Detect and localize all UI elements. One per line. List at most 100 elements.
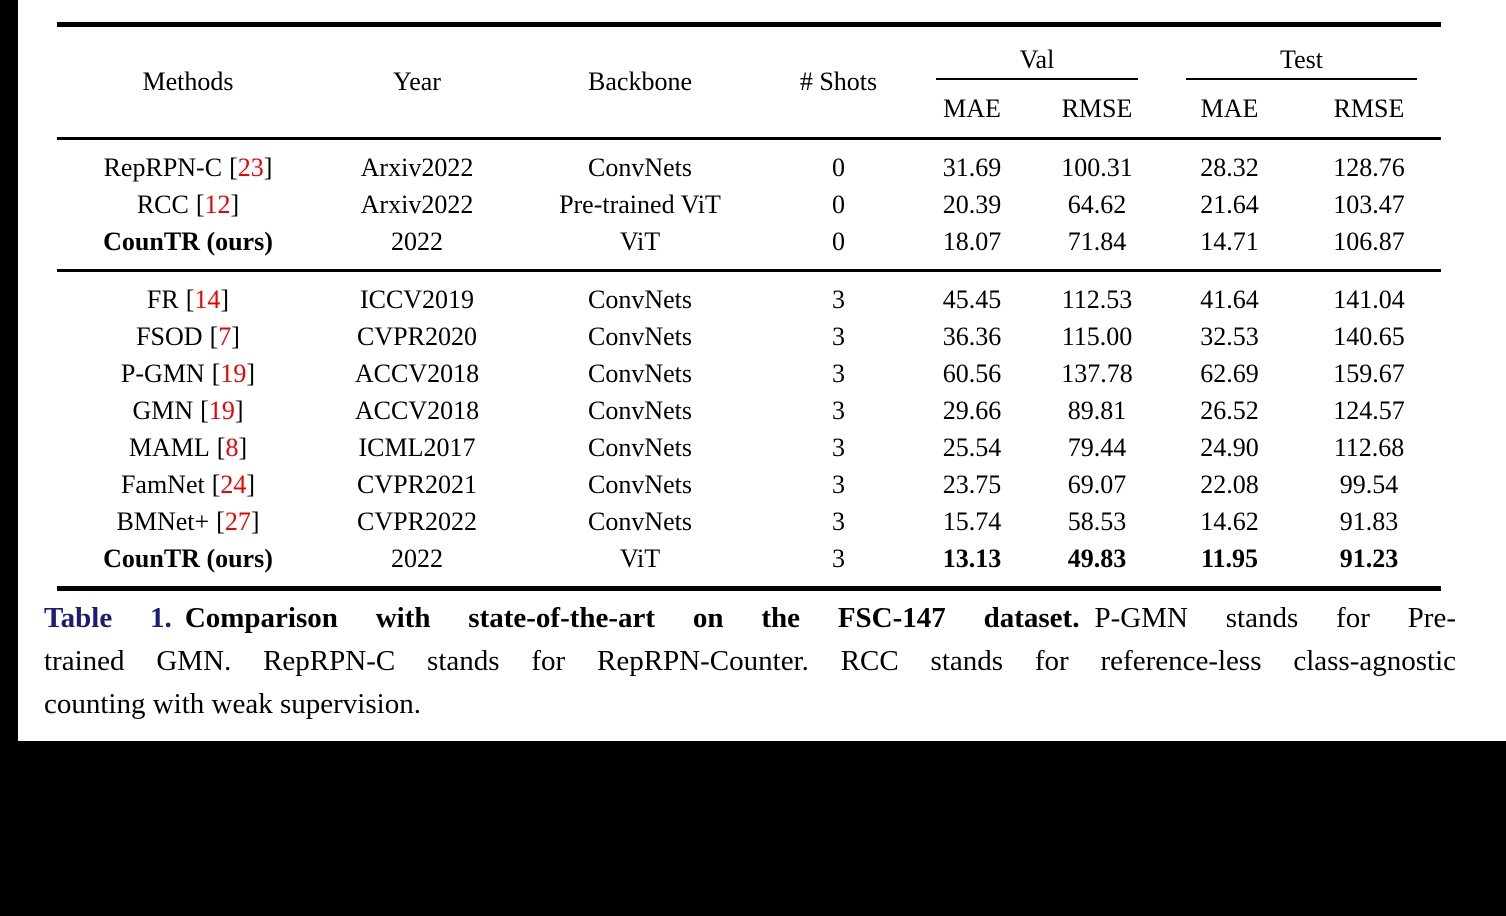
method-cell: FR [14] (57, 271, 319, 319)
citation-bracket-close: ] (230, 189, 240, 219)
backbone-cell: Pre-trained ViT (559, 189, 721, 219)
val-rmse-cell: 69.07 (1067, 469, 1127, 499)
shots-cell: 3 (832, 432, 845, 462)
citation-link[interactable]: 27 (224, 506, 251, 536)
backbone-cell: ConvNets (588, 321, 692, 351)
method-name: RepRPN-C (103, 152, 223, 182)
test-rmse-cell: 99.54 (1339, 469, 1399, 499)
backbone-cell: ConvNets (588, 506, 692, 536)
backbone-cell: ConvNets (588, 358, 692, 388)
citation-bracket-close: ] (231, 321, 240, 351)
citation-bracket-close: ] (220, 284, 230, 314)
val-rmse-cell: 64.62 (1067, 189, 1127, 219)
val-mae-cell: 13.13 (942, 543, 1002, 573)
table-row: BMNet+ [27] CVPR2022 ConvNets 3 15.74 58.53 14.… (57, 503, 1441, 540)
year-cell: ICCV2019 (359, 284, 475, 314)
method-name: GMN (132, 395, 194, 425)
test-mae-cell: 14.62 (1200, 506, 1259, 536)
year-cell: ACCV2018 (354, 358, 480, 388)
test-cmidrule (1186, 78, 1417, 80)
year-cell: 2022 (391, 226, 443, 256)
year-cell: ACCV2018 (354, 395, 480, 425)
shots-cell: 3 (832, 543, 845, 573)
citation-link[interactable]: 8 (225, 432, 239, 462)
col-header-methods: Methods (142, 67, 234, 96)
test-mae-cell: 21.64 (1200, 189, 1259, 219)
citation-bracket-open: [ (211, 358, 221, 388)
year-cell: 2022 (391, 543, 443, 573)
method-name: FamNet (120, 469, 205, 499)
test-mae-cell: 28.32 (1200, 152, 1259, 182)
val-mae-cell: 60.56 (942, 358, 1002, 388)
test-mae-cell: 62.69 (1200, 358, 1259, 388)
method-name: FR (146, 284, 179, 314)
citation-link[interactable]: 14 (194, 284, 221, 314)
shots-cell: 3 (832, 469, 845, 499)
method-cell: RepRPN-C [23] (57, 139, 319, 187)
test-mae-cell: 41.64 (1200, 284, 1259, 314)
col-header-val-mae: MAE (943, 93, 1001, 123)
citation-bracket-open: [ (211, 469, 221, 499)
citation-link[interactable]: 24 (220, 469, 247, 499)
citation-link[interactable]: 19 (208, 395, 235, 425)
test-rmse-cell: 106.87 (1333, 226, 1405, 256)
test-mae-cell: 24.90 (1200, 432, 1259, 462)
test-rmse-cell: 141.04 (1333, 284, 1405, 314)
results-table-container: Methods Year Backbone # Shots Val Test M… (57, 22, 1441, 591)
citation-bracket-open: [ (200, 395, 209, 425)
method-cell: RCC [12] (57, 186, 319, 223)
val-rmse-cell: 112.53 (1061, 284, 1133, 314)
backbone-cell: ViT (619, 226, 661, 256)
shots-cell: 3 (832, 358, 845, 388)
test-rmse-cell: 112.68 (1333, 432, 1405, 462)
citation-link[interactable]: 12 (204, 189, 231, 219)
val-mae-cell: 20.39 (942, 189, 1002, 219)
method-name: CounTR (ours) (103, 543, 273, 573)
table-header: Methods Year Backbone # Shots Val Test M… (57, 25, 1441, 139)
method-name: RCC (136, 189, 189, 219)
backbone-cell: ConvNets (588, 284, 692, 314)
col-header-shots: # Shots (799, 67, 878, 96)
method-name: MAML (128, 432, 210, 462)
citation-link[interactable]: 23 (237, 152, 264, 182)
shots-cell: 0 (832, 226, 845, 256)
citation-bracket-close: ] (234, 395, 244, 425)
backbone-cell: ConvNets (588, 469, 692, 499)
citation-bracket-open: [ (216, 432, 226, 462)
shots-cell: 3 (832, 284, 845, 314)
citation-bracket-close: ] (263, 152, 273, 182)
val-rmse-cell: 58.53 (1067, 506, 1127, 536)
test-group-label: Test (1280, 45, 1323, 74)
val-rmse-cell: 79.44 (1067, 432, 1127, 462)
shots-cell: 3 (832, 506, 845, 536)
citation-bracket-close: ] (238, 432, 248, 462)
method-cell: P-GMN [19] (57, 355, 319, 392)
method-name: BMNet+ (116, 506, 210, 536)
caption-table-label: Table 1. (44, 602, 172, 634)
table-row: FamNet [24] CVPR2021 ConvNets 3 23.75 69.07 22.… (57, 466, 1441, 503)
val-mae-cell: 23.75 (942, 469, 1002, 499)
val-mae-cell: 36.36 (942, 321, 1002, 351)
citation-link[interactable]: 19 (220, 358, 247, 388)
method-name: CounTR (ours) (103, 226, 273, 256)
table-row: MAML [8] ICML2017 ConvNets 3 25.54 79.44 24.90 1… (57, 429, 1441, 466)
citation-bracket-open: [ (229, 152, 238, 182)
year-cell: CVPR2020 (357, 321, 477, 351)
citation-bracket-close: ] (250, 506, 260, 536)
citation-link[interactable]: 7 (218, 321, 232, 351)
test-mae-cell: 11.95 (1200, 543, 1259, 573)
paper-page: Methods Year Backbone # Shots Val Test M… (18, 0, 1506, 741)
val-rmse-cell: 49.83 (1067, 543, 1127, 573)
val-mae-cell: 45.45 (942, 284, 1002, 314)
method-name: FSOD (136, 321, 203, 351)
test-mae-cell: 14.71 (1200, 226, 1259, 256)
table-caption: Table 1. Comparison with state-of-the-art… (44, 597, 1456, 726)
test-rmse-cell: 159.67 (1333, 358, 1405, 388)
table-row: CounTR (ours) 2022 ViT 3 13.13 49.83 11.95 91.2… (57, 540, 1441, 589)
table-row: P-GMN [19] ACCV2018 ConvNets 3 60.56 137.78 62.… (57, 355, 1441, 392)
method-cell: MAML [8] (57, 429, 319, 466)
col-header-year: Year (393, 67, 441, 96)
citation-bracket-open: [ (209, 321, 219, 351)
col-header-backbone: Backbone (588, 67, 692, 96)
method-cell: CounTR (ours) (57, 540, 319, 589)
